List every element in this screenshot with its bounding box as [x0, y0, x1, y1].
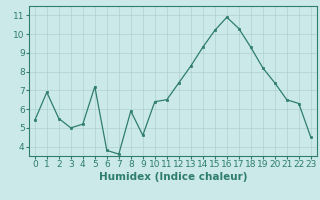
X-axis label: Humidex (Indice chaleur): Humidex (Indice chaleur) — [99, 172, 247, 182]
